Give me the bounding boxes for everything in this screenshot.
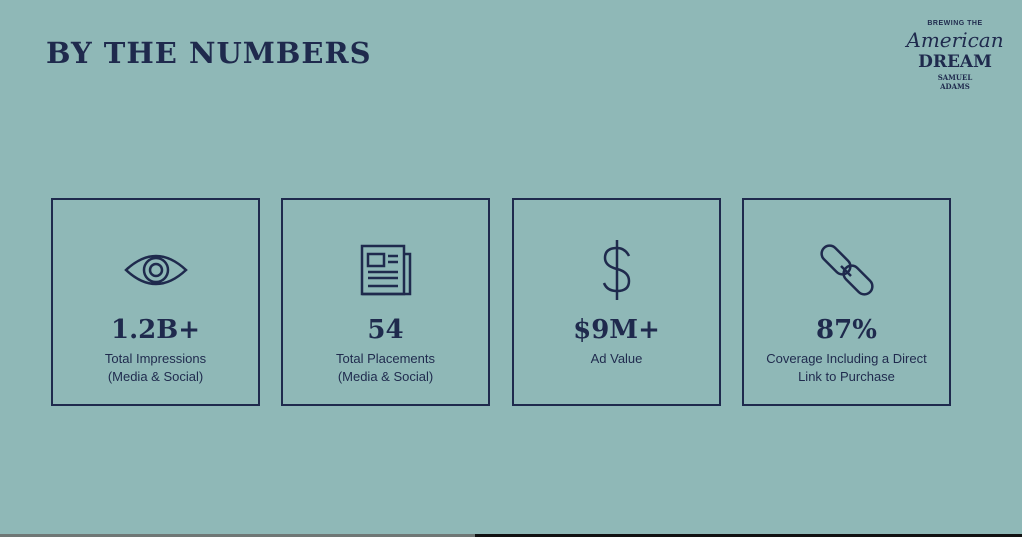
stat-label: Link to Purchase bbox=[798, 369, 895, 384]
samuel-adams-logo: BREWING THE American DREAM SAMUEL ADAMS bbox=[896, 20, 1014, 92]
logo-text: DREAM bbox=[918, 52, 992, 73]
logo-text: SAMUEL bbox=[937, 72, 973, 82]
dollar-icon bbox=[602, 240, 630, 300]
eye-icon bbox=[123, 254, 188, 286]
stat-label: (Media & Social) bbox=[337, 369, 434, 384]
bottom-bar bbox=[0, 534, 475, 537]
stat-card-coverage: 87% Coverage Including a Direct Link to P… bbox=[742, 198, 951, 406]
stat-label: (Media & Social) bbox=[107, 369, 204, 384]
link-icon bbox=[819, 244, 874, 296]
logo-text: BREWING THE bbox=[927, 20, 983, 27]
slide-title: BY THE NUMBERS bbox=[46, 36, 372, 70]
stat-value: 1.2B+ bbox=[111, 315, 200, 345]
stat-value: $9M+ bbox=[573, 315, 660, 345]
bottom-bar bbox=[475, 534, 1022, 537]
logo-text: ADAMS bbox=[940, 82, 970, 92]
stat-label: Total Impressions bbox=[104, 351, 207, 366]
stat-value: 54 bbox=[367, 315, 404, 345]
stat-value: 87% bbox=[816, 315, 877, 345]
stat-card-impressions: 1.2B+ Total Impressions (Media & Social) bbox=[51, 198, 260, 406]
stat-card-ad-value: $9M+ Ad Value bbox=[512, 198, 721, 406]
stat-label: Ad Value bbox=[590, 351, 643, 366]
stat-label: Total Placements bbox=[336, 351, 435, 366]
stat-label: Coverage Including a Direct bbox=[766, 351, 927, 366]
newspaper-icon bbox=[360, 244, 411, 296]
stat-card-placements: 54 Total Placements (Media & Social) bbox=[281, 198, 490, 406]
logo-text: American bbox=[906, 28, 1004, 53]
